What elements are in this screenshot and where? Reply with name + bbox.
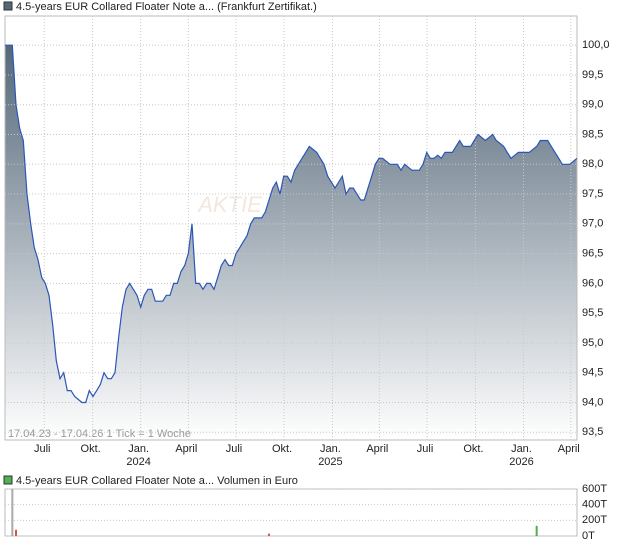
legend-swatch: [3, 475, 13, 485]
y-tick-label: 93,5: [582, 426, 603, 438]
footer: 17.04.23 - 17.04.26 1 Tick = 1 Woche: [8, 428, 191, 440]
y-tick-label: 99,5: [582, 69, 603, 81]
x-year-label: 2025: [318, 456, 342, 468]
x-tick-label: Juli: [417, 443, 434, 455]
y-tick-label: 98,0: [582, 158, 603, 170]
x-tick-label: Jan.: [128, 443, 149, 455]
x-year-label: 2024: [126, 456, 150, 468]
y-tick-label: 96,0: [582, 277, 603, 289]
volume-bar: [11, 489, 14, 536]
y-tick-label: 200T: [582, 514, 607, 526]
y-tick-label: 97,0: [582, 218, 603, 230]
price-line: [5, 44, 578, 404]
x-tick-label: Okt.: [272, 443, 292, 455]
y-tick-label: 94,5: [582, 367, 603, 379]
volume-title: 4.5-years EUR Collared Floater Note a...…: [16, 475, 298, 487]
y-tick-label: 0T: [582, 530, 595, 542]
y-tick-label: 100,0: [582, 39, 610, 51]
x-tick-label: Okt.: [463, 443, 483, 455]
x-tick-label: Juli: [226, 443, 243, 455]
area-fill: [5, 45, 577, 440]
y-tick-label: 99,0: [582, 99, 603, 111]
x-tick-label: April: [366, 443, 388, 455]
x-tick-label: Juli: [34, 443, 51, 455]
watermark: AKTIE: [196, 192, 262, 217]
y-tick-label: 94,0: [582, 396, 603, 408]
y-tick-label: 95,5: [582, 307, 603, 319]
legend-swatch: [3, 1, 13, 11]
plot-frame: [4, 15, 578, 441]
x-tick-label: Okt.: [81, 443, 101, 455]
x-year-label: 2026: [509, 456, 533, 468]
volume-bar: [268, 533, 270, 536]
y-tick-label: 98,5: [582, 128, 603, 140]
x-tick-label: Jan.: [511, 443, 532, 455]
y-tick-label: 600T: [582, 483, 607, 495]
x-tick-label: April: [558, 443, 580, 455]
y-tick-label: 95,0: [582, 337, 603, 349]
y-tick-label: 400T: [582, 499, 607, 511]
volume-bar: [535, 525, 538, 536]
volume-frame: [4, 488, 578, 537]
y-tick-label: 97,5: [582, 188, 603, 200]
volume-bar: [15, 529, 17, 536]
chart-title: 4.5-years EUR Collared Floater Note a...…: [16, 1, 317, 13]
x-tick-label: Jan.: [320, 443, 341, 455]
x-tick-label: April: [175, 443, 197, 455]
y-tick-label: 96,5: [582, 248, 603, 260]
